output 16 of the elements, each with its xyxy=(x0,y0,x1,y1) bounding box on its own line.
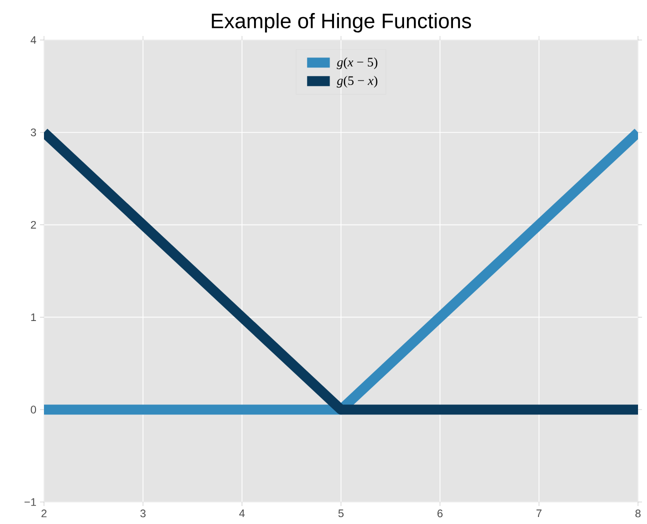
y-tick-label: 4 xyxy=(30,36,36,44)
x-tick-label: 6 xyxy=(438,510,443,518)
x-tick-label: 3 xyxy=(140,510,146,518)
y-tick-label: 0 xyxy=(30,406,36,414)
legend-label: g(5 − x) xyxy=(336,76,378,88)
y-tick-label: 2 xyxy=(30,220,36,229)
y-tick-label: 1 xyxy=(31,313,36,321)
x-tick-label: 5 xyxy=(338,510,344,518)
y-tick-label: 3 xyxy=(30,128,36,136)
x-tick-label: 4 xyxy=(239,510,245,518)
x-tick-label: 7 xyxy=(536,510,542,518)
x-tick-label: 2 xyxy=(42,510,46,518)
y-tick-label: −1 xyxy=(24,498,36,506)
chart-title: Example of Hinge Functions xyxy=(212,13,472,32)
legend-label: g(x − 5) xyxy=(336,57,378,70)
x-tick-label: 8 xyxy=(635,510,641,518)
